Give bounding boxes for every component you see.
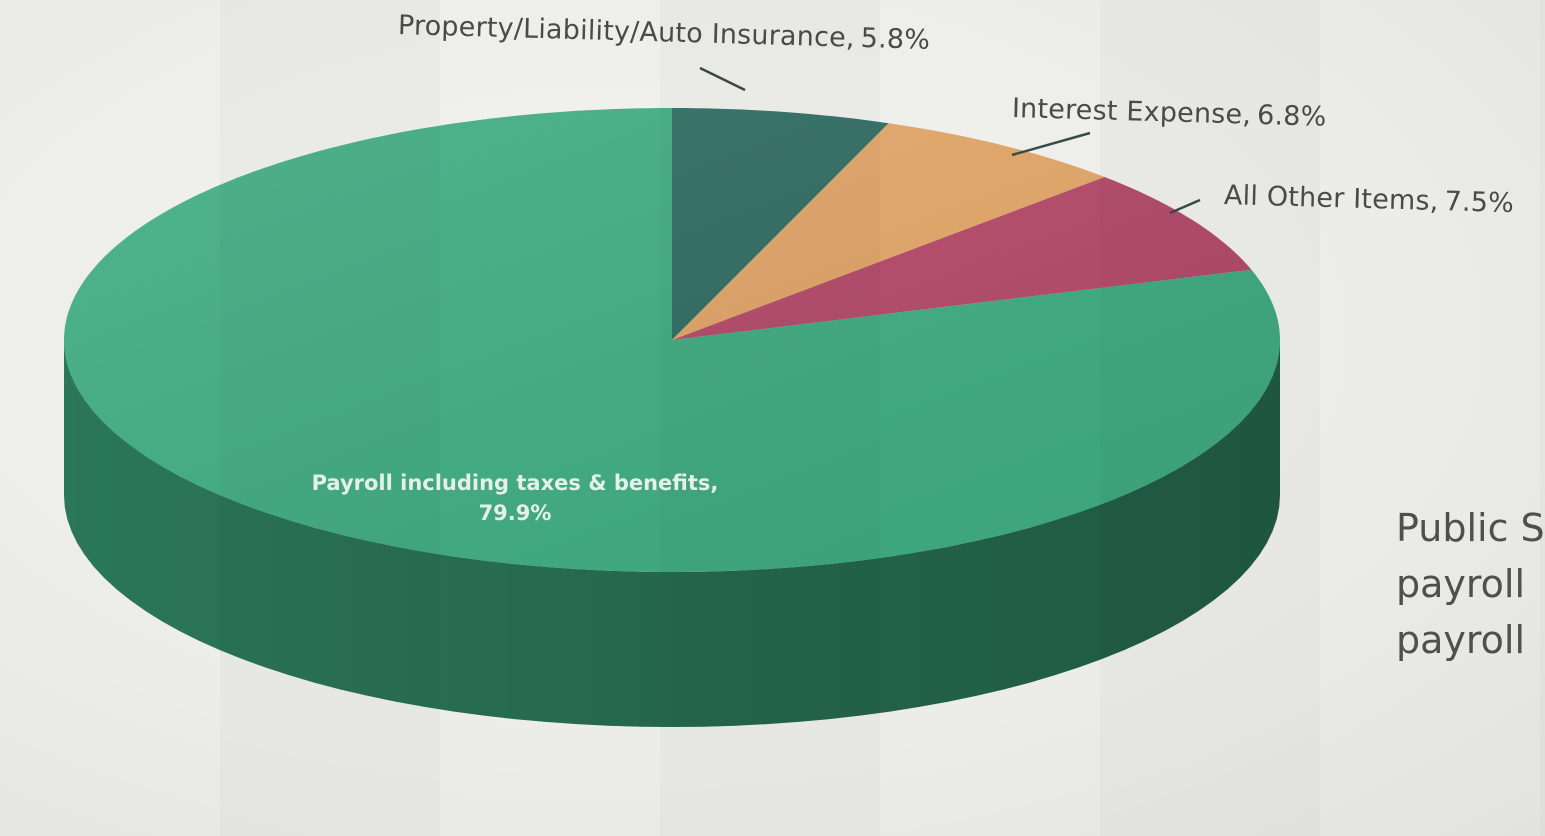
pie-side-shade-payroll-including-taxes-benefits [64, 340, 1280, 727]
side-caption-line-3: payroll [1396, 618, 1526, 662]
pie-side-layer [64, 340, 1280, 727]
payroll-label-name: Payroll including taxes & benefits, [311, 471, 719, 495]
callout-other-value: 7.5% [1444, 186, 1515, 220]
leader-line-insurance [699, 66, 746, 92]
payroll-data-label: Payroll including taxes & benefits, 79.9… [215, 468, 815, 528]
leader-line-interest [1011, 131, 1091, 157]
leader-line-other [1169, 198, 1201, 215]
side-caption-line-2: payroll [1396, 562, 1526, 606]
callout-insurance-value: 5.8% [860, 22, 931, 56]
pie-top-layer [64, 108, 1280, 572]
pie-top-sheen [64, 108, 1280, 572]
side-caption: Public S payroll payroll [1396, 500, 1545, 668]
side-caption-line-1: Public S [1396, 506, 1545, 550]
callout-interest-value: 6.8% [1256, 99, 1327, 133]
leader-lines [699, 66, 1201, 215]
callout-insurance-sep: , [845, 22, 856, 54]
callout-other-sep: , [1429, 185, 1439, 217]
callout-other-name: All Other Items [1223, 180, 1431, 217]
callout-interest-name: Interest Expense [1011, 93, 1243, 131]
payroll-label-value: 79.9% [478, 501, 552, 525]
callout-interest-sep: , [1241, 99, 1252, 131]
